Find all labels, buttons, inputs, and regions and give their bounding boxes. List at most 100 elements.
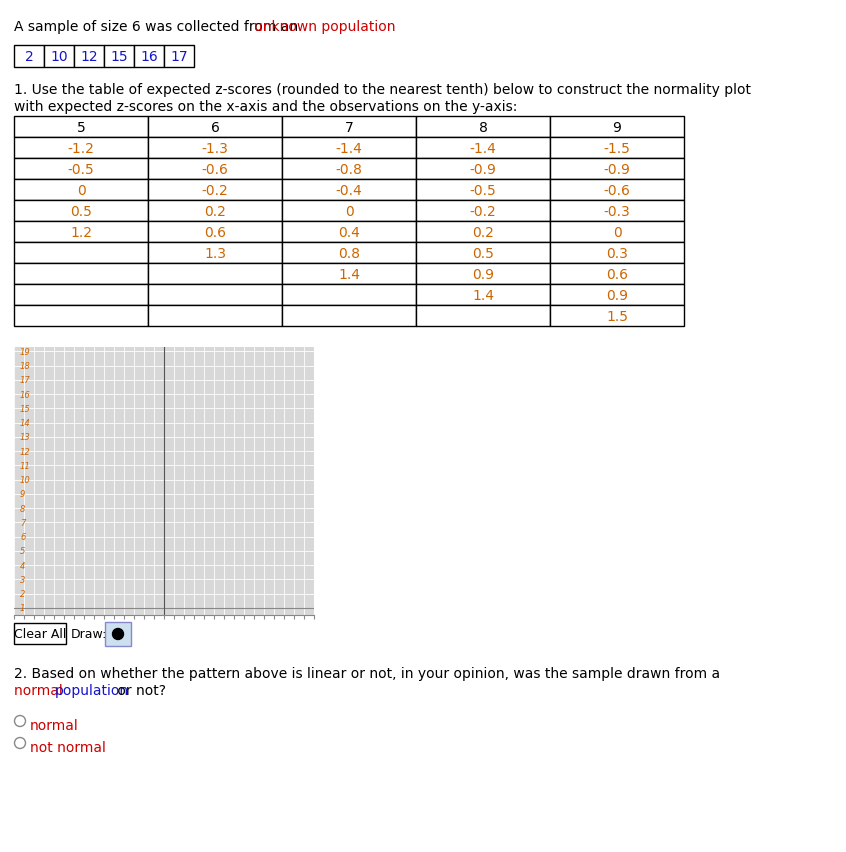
Bar [282, 263, 416, 285]
Text: 16: 16 [140, 50, 158, 64]
Text: -1.4: -1.4 [470, 141, 497, 155]
Text: 0: 0 [77, 183, 85, 198]
Text: Clear All: Clear All [14, 627, 66, 640]
Text: 0.2: 0.2 [204, 204, 226, 218]
Bar [148, 263, 282, 285]
Text: 0.8: 0.8 [338, 246, 360, 260]
Bar [104, 46, 134, 68]
Text: 0.4: 0.4 [338, 225, 360, 239]
Bar [550, 180, 684, 201]
Text: 0.6: 0.6 [204, 225, 226, 239]
Bar [282, 285, 416, 306]
Bar [14, 222, 148, 243]
Text: 14: 14 [20, 418, 30, 428]
Bar [44, 46, 74, 68]
Bar [148, 138, 282, 158]
Text: -1.4: -1.4 [336, 141, 362, 155]
Text: -0.2: -0.2 [470, 204, 497, 218]
Bar [550, 201, 684, 222]
Text: with expected z-scores on the x-axis and the observations on the y-axis:: with expected z-scores on the x-axis and… [14, 100, 518, 114]
Bar [148, 306, 282, 326]
Text: 2. Based on whether the pattern above is linear or not, in your opinion, was the: 2. Based on whether the pattern above is… [14, 666, 720, 680]
Bar [74, 46, 104, 68]
Bar [550, 222, 684, 243]
Bar [550, 306, 684, 326]
Bar [14, 138, 148, 158]
Text: 1.2: 1.2 [70, 225, 92, 239]
Text: -0.2: -0.2 [201, 183, 228, 198]
Bar [148, 222, 282, 243]
Text: 6: 6 [211, 120, 219, 135]
Bar [550, 117, 684, 138]
Bar [14, 624, 66, 644]
Bar [14, 243, 148, 263]
Text: 0.6: 0.6 [606, 268, 628, 281]
Bar [14, 46, 44, 68]
Text: -0.4: -0.4 [336, 183, 362, 198]
Text: A sample of size 6 was collected from an: A sample of size 6 was collected from an [14, 20, 303, 34]
Text: 0: 0 [613, 225, 621, 239]
Text: normal: normal [14, 683, 67, 697]
Bar [282, 243, 416, 263]
Text: 1.3: 1.3 [204, 246, 226, 260]
Text: 7: 7 [20, 518, 25, 527]
Bar [148, 180, 282, 201]
Text: 1.4: 1.4 [472, 288, 494, 302]
Text: 9: 9 [613, 120, 622, 135]
Text: 5: 5 [77, 120, 85, 135]
Text: 5: 5 [20, 547, 25, 556]
Bar [550, 158, 684, 180]
Text: 0: 0 [344, 204, 354, 218]
Text: -1.5: -1.5 [603, 141, 630, 155]
Text: 1.4: 1.4 [338, 268, 360, 281]
Text: 8: 8 [20, 504, 25, 513]
Bar [105, 622, 131, 646]
Text: 0.5: 0.5 [70, 204, 92, 218]
Text: not normal: not normal [30, 740, 106, 754]
Bar [14, 180, 148, 201]
Bar [416, 222, 550, 243]
Bar [164, 46, 194, 68]
Text: -0.5: -0.5 [470, 183, 497, 198]
Text: population: population [55, 683, 129, 697]
Bar [416, 306, 550, 326]
Text: 4: 4 [20, 561, 25, 570]
Bar [282, 138, 416, 158]
Bar [416, 285, 550, 306]
Text: 10: 10 [20, 475, 30, 485]
Text: -0.6: -0.6 [201, 163, 228, 176]
Text: 1.5: 1.5 [606, 309, 628, 323]
Bar [14, 306, 148, 326]
Text: 0.9: 0.9 [606, 288, 628, 302]
Bar [550, 263, 684, 285]
Bar [148, 158, 282, 180]
Text: -0.9: -0.9 [603, 163, 630, 176]
Text: 0.2: 0.2 [472, 225, 494, 239]
Text: -0.8: -0.8 [336, 163, 362, 176]
Text: 12: 12 [80, 50, 98, 64]
Text: 18: 18 [20, 361, 30, 371]
Text: 17: 17 [170, 50, 188, 64]
Text: 2: 2 [25, 50, 33, 64]
Text: 15: 15 [20, 405, 30, 413]
Text: 8: 8 [479, 120, 487, 135]
Text: 1. Use the table of expected z-scores (rounded to the nearest tenth) below to co: 1. Use the table of expected z-scores (r… [14, 83, 751, 97]
Bar [148, 201, 282, 222]
Bar [282, 180, 416, 201]
Bar [282, 117, 416, 138]
Text: 2: 2 [20, 590, 25, 598]
Text: 11: 11 [20, 461, 30, 470]
Text: normal: normal [30, 718, 79, 732]
Text: -1.3: -1.3 [201, 141, 228, 155]
Bar [416, 201, 550, 222]
Text: 15: 15 [110, 50, 128, 64]
Bar [148, 285, 282, 306]
Bar [550, 138, 684, 158]
Bar [416, 243, 550, 263]
Text: 0.3: 0.3 [606, 246, 628, 260]
Bar [550, 285, 684, 306]
Bar [416, 263, 550, 285]
Bar [416, 158, 550, 180]
Text: 0.9: 0.9 [472, 268, 494, 281]
Text: 3: 3 [20, 575, 25, 584]
